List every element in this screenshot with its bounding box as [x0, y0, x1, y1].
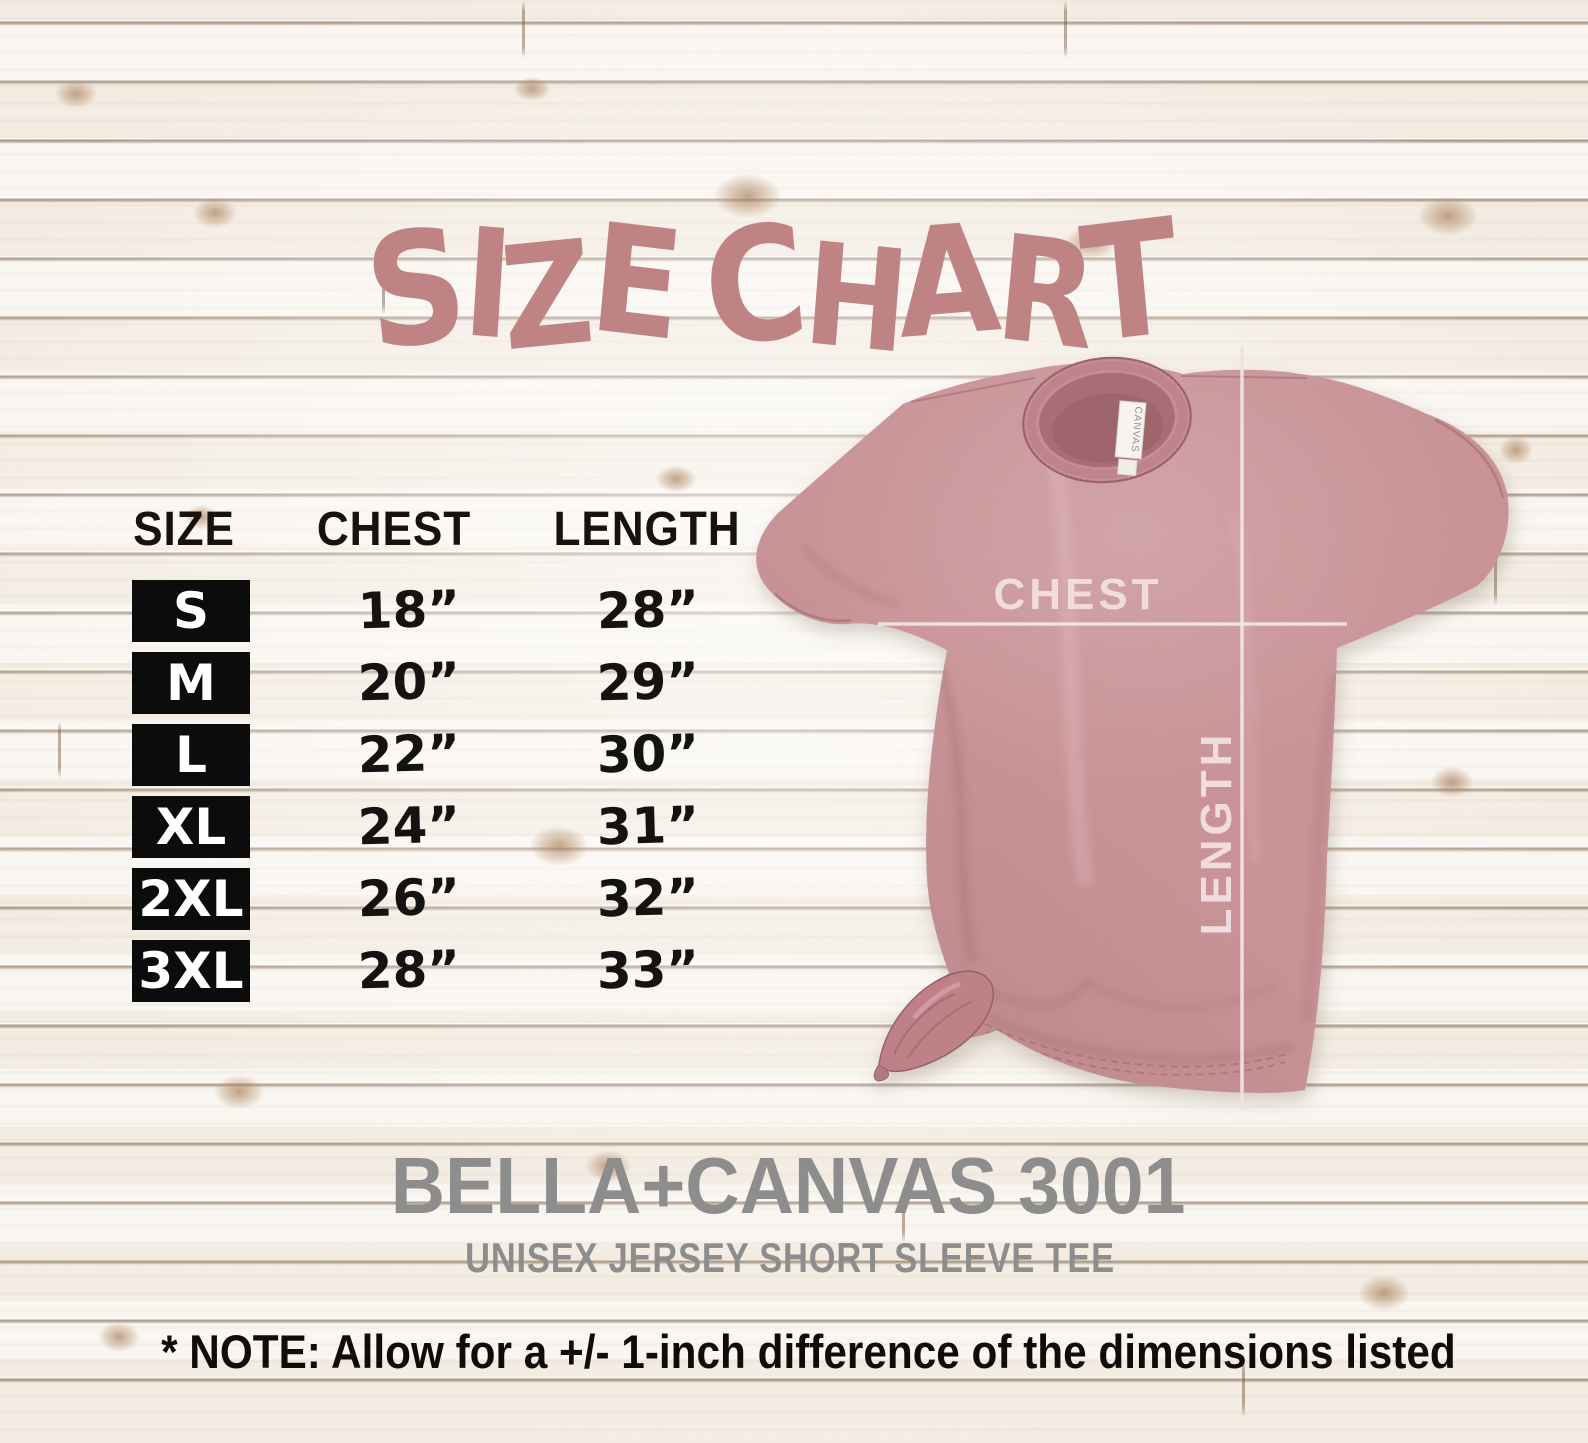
size-label: S: [172, 582, 209, 640]
wood-knot: [184, 192, 246, 234]
table-row: 2XL 26” 32”: [0, 868, 1588, 930]
length-value: 29”: [596, 651, 700, 713]
product-name: BELLA+CANVAS 3001: [390, 1141, 1186, 1230]
wood-knot: [1406, 188, 1490, 244]
wood-knot: [1492, 430, 1540, 470]
size-badge: 3XL: [132, 940, 250, 1002]
wood-knot: [1422, 760, 1482, 804]
note-text: * NOTE: Allow for a +/- 1-inch differenc…: [161, 1325, 1456, 1378]
length-value: 31”: [596, 795, 700, 857]
table-row: 3XL 28” 33”: [0, 940, 1588, 1002]
size-badge: S: [132, 580, 250, 642]
size-badge: M: [132, 652, 250, 714]
product-subtitle: UNISEX JERSEY SHORT SLEEVE TEE: [465, 1234, 1115, 1281]
chest-value: 26”: [357, 867, 461, 929]
wood-seam: [1242, 1359, 1245, 1417]
wood-knot: [518, 818, 600, 874]
size-label: M: [166, 654, 216, 712]
table-row: S 18” 28”: [0, 580, 1588, 642]
chest-value: 28”: [357, 939, 461, 1001]
wood-knot: [1056, 218, 1126, 266]
column-header-length: LENGTH: [553, 503, 741, 556]
chest-value: 24”: [357, 795, 461, 857]
table-row: M 20” 29”: [0, 652, 1588, 714]
wood-knot: [1348, 1268, 1420, 1318]
size-badge: L: [132, 724, 250, 786]
wood-knot: [178, 500, 224, 534]
chest-value: 20”: [357, 651, 461, 713]
length-value: 32”: [596, 867, 700, 929]
chest-measure-label: CHEST: [993, 570, 1162, 619]
wood-seam: [522, 0, 525, 58]
wood-knot: [46, 74, 106, 114]
wood-knot: [700, 165, 795, 227]
size-badge: XL: [132, 796, 250, 858]
chest-value: 22”: [357, 723, 461, 785]
brand-tag: CANVAS: [1114, 400, 1147, 477]
wood-knot: [90, 1316, 148, 1358]
chest-value: 18”: [357, 579, 461, 641]
wood-knot: [576, 1144, 640, 1188]
table-row: XL 24” 31”: [0, 796, 1588, 858]
size-label: XL: [155, 798, 227, 856]
length-measure-label: LENGTH: [1192, 731, 1241, 936]
wood-knot: [506, 72, 558, 106]
wood-seam: [382, 257, 385, 315]
measurement-overlay: CHEST LENGTH: [878, 346, 1347, 1110]
length-value: 33”: [596, 939, 700, 1001]
length-value: 30”: [596, 723, 700, 785]
wood-seam: [902, 1185, 905, 1243]
tshirt-photo: CANVAS CHEST LENGTH: [756, 346, 1509, 1110]
wood-knot: [648, 460, 704, 498]
column-header-chest: CHEST: [316, 503, 472, 556]
length-value: 28”: [596, 579, 700, 641]
tshirt-knot: [873, 970, 995, 1082]
size-label: 2XL: [138, 870, 244, 928]
wood-seam: [1494, 547, 1497, 605]
wood-knot: [204, 1068, 274, 1116]
size-label: L: [175, 726, 207, 784]
tag-text: CANVAS: [1129, 406, 1144, 453]
column-header-size: SIZE: [133, 503, 235, 556]
size-badge: 2XL: [132, 868, 250, 930]
size-label: 3XL: [138, 942, 244, 1000]
wood-seam: [1064, 0, 1067, 58]
tshirt-body: CANVAS: [756, 356, 1509, 1093]
wood-seam: [58, 721, 61, 779]
table-row: L 22” 30”: [0, 724, 1588, 786]
